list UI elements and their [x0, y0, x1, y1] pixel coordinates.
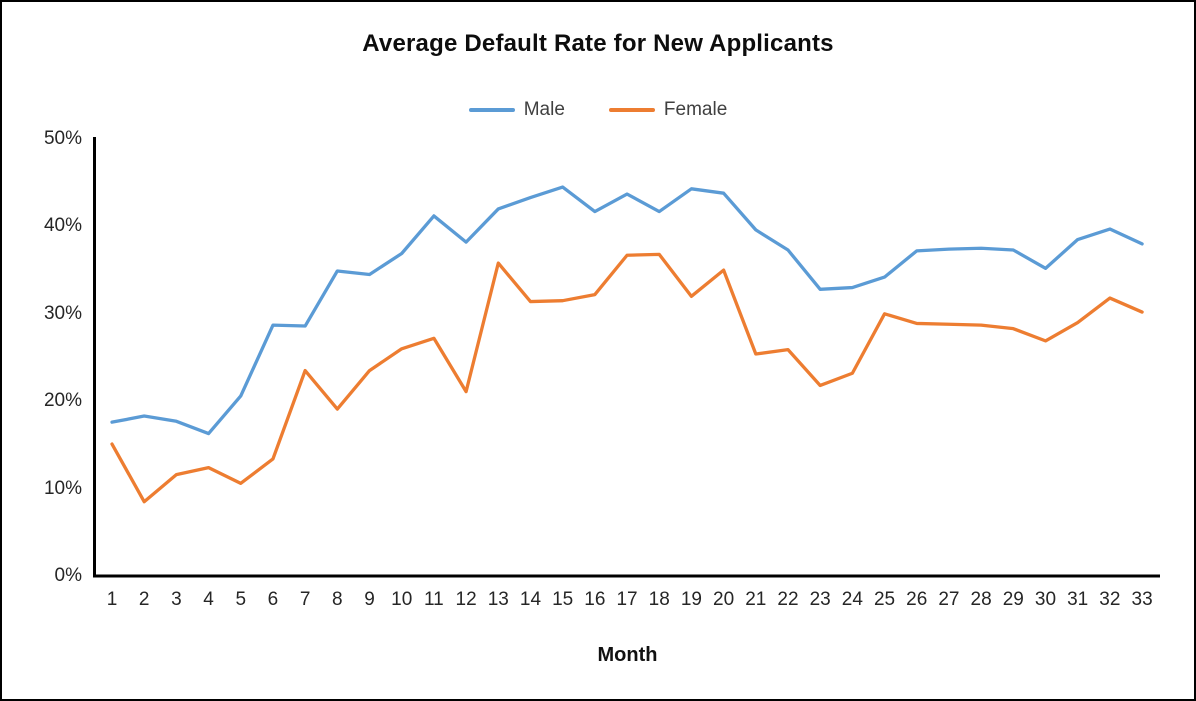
x-tick-label: 31 [1067, 589, 1089, 610]
female-line [110, 252, 1144, 504]
x-tick-label: 25 [873, 589, 896, 610]
x-tick-label: 22 [777, 589, 799, 610]
x-tick-label: 26 [906, 589, 928, 610]
x-tick-label: 2 [138, 589, 150, 610]
chart-title: Average Default Rate for New Applicants [362, 30, 834, 57]
x-tick-label: 13 [487, 589, 509, 610]
x-tick-label: 11 [424, 589, 444, 610]
x-tick-label: 27 [938, 589, 960, 610]
x-tick-label: 32 [1099, 589, 1121, 610]
y-tick-label: 50% [43, 128, 82, 149]
x-tick-label: 5 [235, 589, 247, 610]
x-tick-label: 24 [841, 589, 863, 610]
legend: Male Female [2, 99, 1194, 121]
x-tick-label: 4 [203, 589, 214, 610]
male-line-icon [468, 108, 515, 112]
x-tick-label: 20 [713, 589, 735, 610]
x-tick-label: 3 [171, 589, 182, 610]
legend-item-female: Female [608, 99, 728, 121]
x-tick-label: 17 [616, 589, 638, 610]
x-tick-label: 19 [680, 589, 702, 610]
x-tick-label: 7 [299, 589, 311, 610]
y-tick-label: 10% [43, 477, 82, 499]
x-tick-label: 16 [584, 589, 606, 610]
x-tick-label: 14 [519, 589, 542, 610]
male-line [110, 185, 1144, 436]
x-tick-label: 33 [1131, 589, 1153, 610]
legend-label: Female [663, 99, 728, 120]
x-tick-label: 10 [391, 589, 413, 610]
legend-label: Male [523, 99, 565, 120]
x-tick-label: 6 [267, 589, 279, 610]
x-tick-label: 1 [106, 589, 118, 610]
x-tick-label: 21 [745, 589, 767, 610]
legend-item-male: Male [468, 99, 565, 121]
x-tick-label: 15 [552, 589, 574, 610]
x-tick-label: 23 [809, 589, 831, 610]
x-axis-title: Month [597, 644, 658, 666]
x-tick-label: 18 [648, 589, 670, 610]
x-tick-label: 28 [970, 589, 992, 610]
x-tick-label: 12 [455, 589, 477, 610]
y-tick-label: 30% [43, 302, 82, 324]
y-tick-label: 20% [43, 390, 82, 412]
x-tick-label: 30 [1034, 589, 1057, 610]
female-line-icon [608, 108, 655, 112]
x-tick-label: 8 [332, 589, 343, 610]
x-tick-label: 9 [364, 589, 375, 610]
y-tick-label: 0% [54, 565, 82, 586]
y-tick-label: 40% [43, 215, 82, 237]
x-tick-label: 29 [1002, 589, 1024, 610]
